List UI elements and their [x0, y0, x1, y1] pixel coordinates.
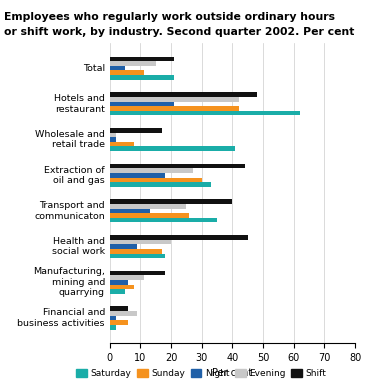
Bar: [110, 101, 174, 106]
Bar: [110, 285, 134, 289]
Bar: [110, 209, 150, 213]
Bar: [110, 244, 137, 249]
Bar: [110, 320, 128, 325]
Bar: [110, 71, 143, 75]
Bar: [110, 111, 300, 115]
Bar: [110, 173, 165, 177]
Bar: [110, 275, 143, 280]
Bar: [110, 235, 248, 239]
Bar: [110, 311, 137, 316]
Bar: [110, 137, 116, 142]
Bar: [110, 325, 116, 330]
Bar: [110, 164, 244, 168]
Bar: [110, 147, 235, 151]
Bar: [110, 142, 134, 147]
Bar: [110, 128, 162, 133]
Bar: [110, 168, 193, 173]
Bar: [110, 289, 125, 294]
Bar: [110, 204, 186, 209]
Bar: [110, 177, 202, 182]
Bar: [110, 182, 211, 187]
Legend: Saturday, Sunday, Night, Evening, Shift: Saturday, Sunday, Night, Evening, Shift: [72, 365, 330, 381]
Bar: [110, 57, 174, 61]
Bar: [110, 249, 162, 254]
Bar: [110, 213, 190, 218]
Text: or shift work, by industry. Second quarter 2002. Per cent: or shift work, by industry. Second quart…: [4, 27, 354, 37]
Bar: [110, 218, 217, 222]
Bar: [110, 66, 125, 71]
Bar: [110, 106, 239, 111]
Bar: [110, 254, 165, 258]
Bar: [110, 307, 128, 311]
Bar: [110, 271, 165, 275]
Text: Employees who regularly work outside ordinary hours: Employees who regularly work outside ord…: [4, 12, 335, 22]
Bar: [110, 133, 116, 137]
Bar: [110, 199, 232, 204]
Bar: [110, 280, 128, 285]
X-axis label: Per cent: Per cent: [212, 369, 253, 378]
Bar: [110, 75, 174, 80]
Bar: [110, 97, 239, 101]
Bar: [110, 316, 116, 320]
Bar: [110, 61, 156, 66]
Bar: [110, 92, 257, 97]
Bar: [110, 239, 171, 244]
